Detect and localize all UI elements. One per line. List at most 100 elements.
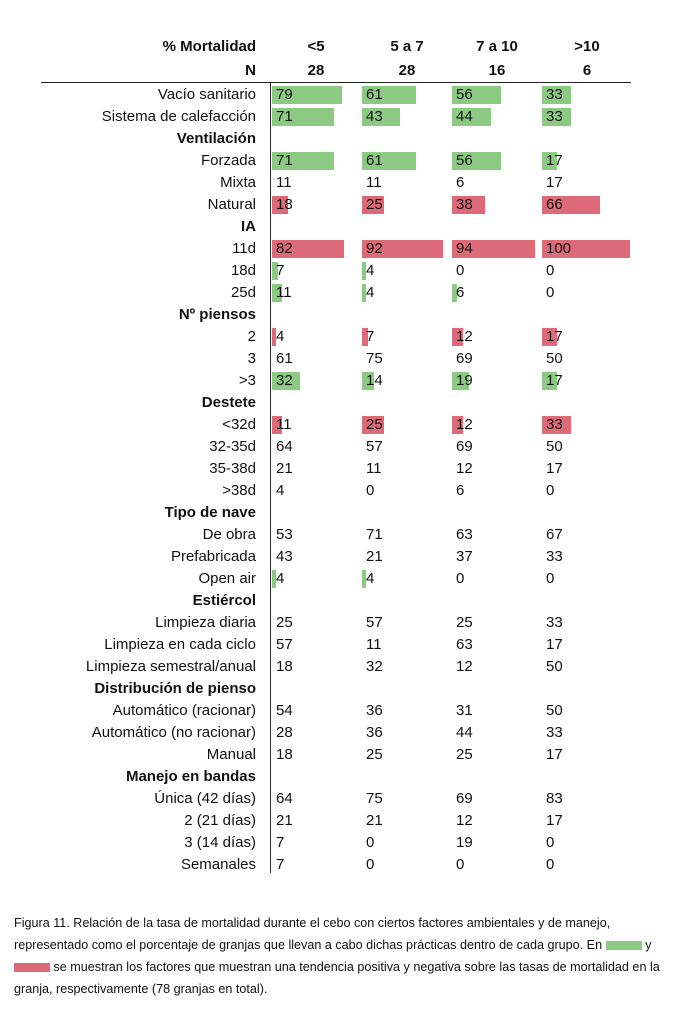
row-label: 11d xyxy=(232,240,256,257)
negative-bar xyxy=(362,196,384,214)
value-text: 6 xyxy=(456,284,465,301)
value-text: 0 xyxy=(546,482,555,499)
row-label: Open air xyxy=(198,570,256,587)
table-row: 2 (21 días) 21 21 12 17 xyxy=(0,810,676,832)
value-text: 38 xyxy=(456,196,473,213)
group-n-header: 28 xyxy=(307,62,325,79)
section-row: Tipo de nave xyxy=(0,502,676,524)
value-text: 21 xyxy=(276,460,293,477)
positive-bar xyxy=(362,108,400,126)
positive-bar xyxy=(452,152,501,170)
negative-bar xyxy=(362,416,384,434)
value-text: 37 xyxy=(456,548,473,565)
section-heading: IA xyxy=(241,218,256,235)
value-text: 0 xyxy=(546,570,555,587)
row-label: 3 xyxy=(247,350,256,367)
value-text: 25 xyxy=(276,614,293,631)
positive-bar xyxy=(542,152,557,170)
row-label: Automático (no racionar) xyxy=(91,724,256,741)
table-row: Automático (racionar) 54 36 31 50 xyxy=(0,700,676,722)
value-text: 69 xyxy=(456,438,473,455)
table-row: Única (42 días) 64 75 69 83 xyxy=(0,788,676,810)
value-text: 18 xyxy=(276,658,293,675)
value-text: 0 xyxy=(456,262,465,279)
value-text: 61 xyxy=(276,350,293,367)
value-text: 4 xyxy=(366,570,375,587)
value-text: 4 xyxy=(276,328,285,345)
row-label: 18d xyxy=(230,262,256,279)
table-row: Mixta 11 11 6 17 xyxy=(0,172,676,194)
positive-bar xyxy=(272,372,300,390)
positive-bar xyxy=(272,284,282,302)
value-text: 6 xyxy=(456,482,465,499)
negative-bar xyxy=(272,196,288,214)
value-text: 83 xyxy=(546,790,563,807)
table-row: 3 61 75 69 50 xyxy=(0,348,676,370)
value-text: 0 xyxy=(546,262,555,279)
negative-bar xyxy=(452,416,463,434)
positive-bar xyxy=(362,284,366,302)
section-heading: Nº piensos xyxy=(178,306,256,323)
value-text: 75 xyxy=(366,790,383,807)
caption-text-3: se muestran los factores que muestran un… xyxy=(14,960,660,996)
value-text: 11 xyxy=(276,416,292,433)
value-text: 11 xyxy=(366,174,382,191)
value-text: 50 xyxy=(546,438,563,455)
row-label: Única (42 días) xyxy=(154,790,256,807)
value-text: 18 xyxy=(276,196,293,213)
value-text: 71 xyxy=(366,526,383,543)
figure-caption: Figura 11. Relación de la tasa de mortal… xyxy=(14,912,666,1000)
negative-bar xyxy=(452,196,485,214)
value-text: 4 xyxy=(366,262,375,279)
table-row: Limpieza en cada ciclo 57 11 63 17 xyxy=(0,634,676,656)
value-text: 7 xyxy=(276,834,285,851)
section-row: Distribución de pienso xyxy=(0,678,676,700)
value-text: 31 xyxy=(456,702,473,719)
table-row: De obra 53 71 63 67 xyxy=(0,524,676,546)
value-text: 43 xyxy=(366,108,383,125)
positive-bar xyxy=(272,108,334,126)
row-label: 35-38d xyxy=(209,460,256,477)
value-text: 0 xyxy=(546,856,555,873)
caption-text-2: y xyxy=(645,938,652,952)
value-text: 21 xyxy=(276,812,293,829)
value-text: 56 xyxy=(456,152,473,169)
value-text: 0 xyxy=(546,834,555,851)
value-text: 69 xyxy=(456,350,473,367)
positive-bar xyxy=(452,372,469,390)
row-label: Automático (racionar) xyxy=(112,702,256,719)
value-text: 54 xyxy=(276,702,293,719)
negative-bar xyxy=(272,416,282,434)
value-text: 14 xyxy=(366,372,383,389)
table-row: Prefabricada 43 21 37 33 xyxy=(0,546,676,568)
value-text: 25 xyxy=(366,196,383,213)
section-row: Nº piensos xyxy=(0,304,676,326)
value-text: 12 xyxy=(456,460,473,477)
value-text: 12 xyxy=(456,416,473,433)
value-text: 25 xyxy=(456,746,473,763)
value-text: 94 xyxy=(456,240,473,257)
row-label: Vacío sanitario xyxy=(157,86,256,103)
value-text: 17 xyxy=(546,174,563,191)
value-text: 56 xyxy=(456,86,473,103)
row-label: 2 (21 días) xyxy=(184,812,256,829)
header-divider xyxy=(41,82,631,83)
value-text: 11 xyxy=(366,636,382,653)
section-row: IA xyxy=(0,216,676,238)
value-text: 28 xyxy=(276,724,293,741)
value-text: 7 xyxy=(366,328,375,345)
positive-bar xyxy=(272,262,278,280)
section-heading: Estiércol xyxy=(192,592,256,609)
value-text: 32 xyxy=(366,658,383,675)
negative-color-swatch xyxy=(14,963,50,973)
group-range-header: 5 a 7 xyxy=(390,38,424,55)
value-text: 82 xyxy=(276,240,293,257)
table-row: >3 32 14 19 17 xyxy=(0,370,676,392)
positive-bar xyxy=(452,86,501,104)
negative-bar xyxy=(362,328,368,346)
negative-bar xyxy=(542,240,630,258)
positive-bar xyxy=(362,570,366,588)
negative-bar xyxy=(542,328,557,346)
value-text: 43 xyxy=(276,548,293,565)
value-text: 33 xyxy=(546,614,563,631)
